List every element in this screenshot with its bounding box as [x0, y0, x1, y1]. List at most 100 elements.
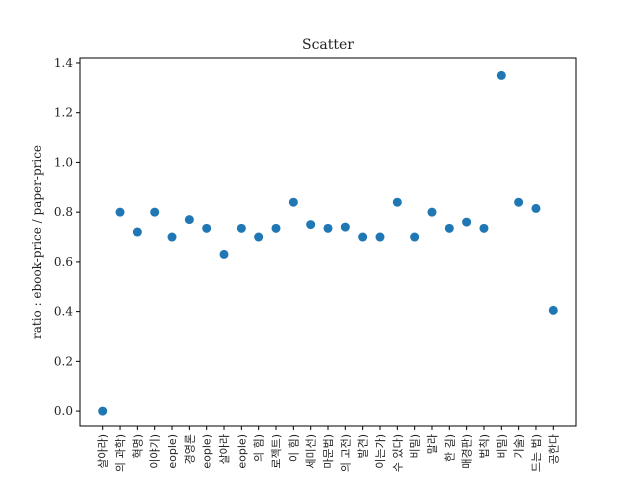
- scatter-point: [150, 207, 160, 217]
- x-tick: 경영론: [183, 426, 196, 464]
- x-tick-label: 의 힘): [253, 434, 266, 462]
- scatter-point: [184, 215, 194, 225]
- scatter-point: [306, 220, 316, 230]
- y-tick: 0.0: [54, 404, 80, 418]
- y-tick: 0.4: [54, 305, 80, 319]
- scatter-point: [323, 223, 333, 233]
- scatter-point: [271, 223, 281, 233]
- x-tick-label: eople): [201, 434, 214, 469]
- y-tick: 1.0: [54, 155, 80, 169]
- x-tick-label: 한 길): [443, 434, 456, 462]
- x-tick: 한 길): [443, 426, 456, 462]
- scatter-point: [236, 223, 246, 233]
- x-tick-label: eople): [235, 434, 248, 469]
- x-tick: eople): [166, 426, 179, 469]
- scatter-point: [254, 232, 264, 242]
- x-tick-label: 비밀): [409, 434, 422, 459]
- x-tick-label: 혁명): [131, 434, 144, 459]
- y-tick-label: 0.6: [54, 255, 73, 269]
- x-tick: 살아라: [218, 426, 231, 464]
- chart-title: Scatter: [302, 37, 354, 53]
- x-tick-label: 이는가): [374, 434, 387, 469]
- x-tick: eople): [235, 426, 248, 469]
- x-tick-label: 이 힘): [287, 434, 300, 462]
- y-tick-label: 0.0: [54, 404, 73, 418]
- x-tick: 법칙): [478, 426, 491, 459]
- scatter-point: [288, 197, 298, 207]
- y-tick: 0.6: [54, 255, 80, 269]
- x-tick-label: 말라: [426, 434, 439, 454]
- x-tick-label: 경영론: [183, 434, 196, 464]
- x-tick-label: 이야기): [149, 434, 162, 469]
- y-tick: 1.4: [54, 56, 80, 70]
- x-tick: 매경판): [461, 426, 474, 469]
- x-tick-label: eople): [166, 434, 179, 469]
- scatter-point: [496, 70, 506, 80]
- x-tick: 이는가): [374, 426, 387, 469]
- y-tick: 0.8: [54, 205, 80, 219]
- x-tick: 드는 법): [530, 426, 543, 472]
- x-tick: eople): [201, 426, 214, 469]
- scatter-point: [98, 406, 108, 416]
- x-tick-label: 마문법): [322, 434, 335, 469]
- y-axis-label: ratio : ebook-price / paper-price: [30, 145, 44, 339]
- scatter-points: [98, 70, 558, 416]
- x-tick: 이 힘): [287, 426, 300, 462]
- x-tick: 로젝트): [270, 426, 283, 469]
- scatter-point: [548, 305, 558, 315]
- x-tick-label: 살아라: [218, 434, 231, 464]
- x-tick-label: 비밀): [495, 434, 508, 459]
- x-tick: 의 과학): [114, 426, 127, 472]
- x-tick: 말라: [426, 426, 439, 454]
- x-tick: 의 힘): [253, 426, 266, 462]
- x-tick: 공한다: [547, 426, 560, 464]
- scatter-point: [375, 232, 385, 242]
- x-tick-label: 수 있다): [391, 434, 404, 472]
- scatter-point: [427, 207, 437, 217]
- x-tick: 이야기): [149, 426, 162, 469]
- scatter-point: [202, 223, 212, 233]
- scatter-point: [340, 222, 350, 232]
- scatter-point: [219, 249, 229, 259]
- x-tick: 마문법): [322, 426, 335, 469]
- x-axis-ticks: 살아라) 의 과학) 혁명) 이야기) eople) 경영론 eople) 살아라 eople)…: [97, 426, 560, 472]
- plot-area-frame: [79, 57, 577, 427]
- x-tick-label: 의 과학): [114, 434, 127, 472]
- x-tick-label: 공한다: [547, 434, 560, 464]
- y-tick-label: 1.0: [54, 155, 73, 169]
- y-tick-label: 1.2: [54, 106, 73, 120]
- x-tick-label: 매경판): [461, 434, 474, 469]
- scatter-point: [358, 232, 368, 242]
- y-tick-label: 0.4: [54, 305, 73, 319]
- x-tick: 기술): [513, 426, 526, 459]
- y-tick-label: 0.2: [54, 354, 73, 368]
- y-tick-label: 1.4: [54, 56, 73, 70]
- x-tick: 비밀): [409, 426, 422, 459]
- scatter-point: [132, 227, 142, 237]
- scatter-point: [115, 207, 125, 217]
- scatter-point: [531, 203, 541, 213]
- scatter-point: [479, 223, 489, 233]
- x-tick-label: 기술): [513, 434, 526, 459]
- y-tick: 0.2: [54, 354, 80, 368]
- scatter-point: [167, 232, 177, 242]
- x-tick-label: 로젝트): [270, 434, 283, 469]
- x-tick: 살아라): [97, 426, 110, 469]
- x-tick-label: 드는 법): [530, 434, 543, 472]
- x-tick: 비밀): [495, 426, 508, 459]
- scatter-point: [410, 232, 420, 242]
- y-axis-ticks: 0.0 0.2 0.4 0.6 0.8 1.0 1.2 1.4: [54, 56, 80, 418]
- x-tick-label: 살아라): [97, 434, 110, 469]
- y-tick: 1.2: [54, 106, 80, 120]
- y-tick-label: 0.8: [54, 205, 73, 219]
- x-tick-label: 발견): [357, 434, 370, 459]
- scatter-point: [444, 223, 454, 233]
- x-tick: 발견): [357, 426, 370, 459]
- scatter-point: [514, 197, 524, 207]
- scatter-point: [462, 217, 472, 227]
- x-tick-label: 법칙): [478, 434, 491, 459]
- scatter-point: [392, 197, 402, 207]
